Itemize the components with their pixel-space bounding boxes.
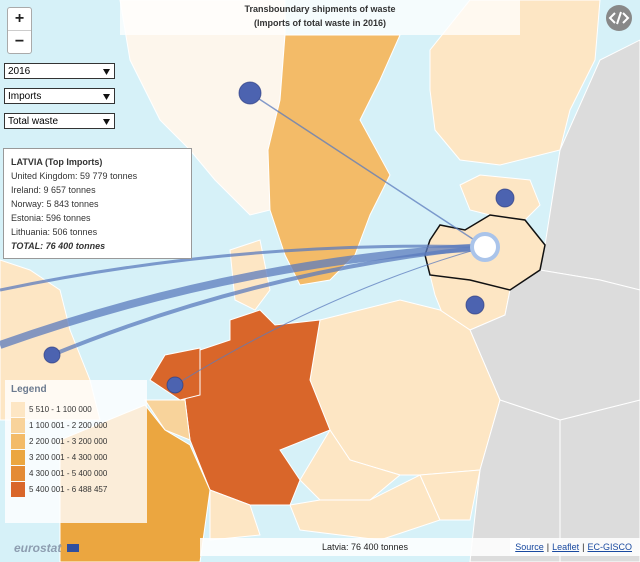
- footer: eurostat Latvia: 76 400 tonnes Source | Le…: [0, 538, 640, 556]
- title: Transboundary shipments of waste: [244, 4, 396, 14]
- legend-label: 1 100 001 - 2 200 000: [29, 420, 108, 430]
- legend-label: 3 200 001 - 4 300 000: [29, 452, 108, 462]
- legend-label: 5 400 001 - 6 488 457: [29, 484, 108, 494]
- info-row: Norway: 5 843 tonnes: [11, 199, 99, 209]
- link[interactable]: Leaflet: [552, 542, 580, 552]
- zoom-control: + −: [7, 7, 32, 54]
- legend-item: 1 100 001 - 2 200 000: [11, 417, 141, 433]
- switzerland: [209, 489, 261, 541]
- select-value: Imports: [8, 91, 42, 102]
- code-icon: [608, 11, 630, 25]
- separator: |: [546, 542, 550, 552]
- links: Source | Leaflet | EC-GISCO: [510, 538, 640, 556]
- info-row: Lithuania: 506 tonnes: [11, 227, 98, 237]
- info-title: LATVIA (Top Imports): [11, 157, 103, 167]
- legend-label: 4 300 001 - 5 400 000: [29, 468, 108, 478]
- legend-swatch: [11, 449, 25, 465]
- flow-norway: [249, 92, 486, 248]
- latvia-point[interactable]: [470, 232, 500, 262]
- select-value: 2016: [8, 66, 31, 77]
- link[interactable]: EC-GISCO: [587, 542, 632, 552]
- zoom-out[interactable]: −: [8, 30, 31, 53]
- flow-netherlands: [174, 246, 486, 386]
- flow-select[interactable]: Imports: [4, 88, 115, 104]
- info-rows: United Kingdom: 59 779 tonnes Ireland: 9 …: [11, 169, 184, 239]
- legend: Legend 5 510 - 1 100 000 1 100 001 - 2 20…: [5, 380, 147, 523]
- legend-swatch: [11, 417, 25, 433]
- waste-select[interactable]: Total waste: [4, 113, 115, 129]
- year-select[interactable]: 2016: [4, 63, 115, 79]
- flow-uk-point: [51, 245, 486, 357]
- info-row: Estonia: 596 tonnes: [11, 213, 91, 223]
- legend-title: Legend: [11, 384, 47, 395]
- legend-item: 3 200 001 - 4 300 000: [11, 449, 141, 465]
- finland: [429, 0, 601, 166]
- dropdown-arrow: [103, 94, 110, 100]
- legend-swatch: [11, 481, 25, 497]
- summary: Latvia: 76 400 tonnes: [200, 538, 530, 556]
- title-box: Transboundary shipments of waste (Import…: [120, 0, 520, 35]
- partner-point[interactable]: [238, 81, 262, 105]
- embed-button[interactable]: [606, 5, 632, 31]
- legend-items: 5 510 - 1 100 000 1 100 001 - 2 200 000 2 …: [11, 401, 141, 497]
- partner-point[interactable]: [465, 295, 485, 315]
- dropdown-arrow: [103, 119, 110, 125]
- info-panel: LATVIA (Top Imports) United Kingdom: 59 …: [3, 148, 192, 259]
- info-row: United Kingdom: 59 779 tonnes: [11, 171, 138, 181]
- eu-flag: [67, 544, 79, 552]
- slovakia: [419, 469, 481, 521]
- belarus: [469, 269, 640, 421]
- legend-item: 5 510 - 1 100 000: [11, 401, 141, 417]
- legend-item: 5 400 001 - 6 488 457: [11, 481, 141, 497]
- separator: |: [582, 542, 585, 552]
- flow-ireland: [0, 244, 486, 292]
- legend-swatch: [11, 465, 25, 481]
- select-value: Total waste: [8, 116, 59, 127]
- legend-label: 5 510 - 1 100 000: [29, 404, 92, 414]
- partner-point[interactable]: [166, 376, 184, 394]
- legend-item: 4 300 001 - 5 400 000: [11, 465, 141, 481]
- dropdown-arrow: [103, 69, 110, 75]
- flow-uk: [0, 243, 486, 349]
- link[interactable]: Source: [515, 542, 544, 552]
- zoom-in[interactable]: +: [14, 10, 25, 27]
- netherlands: [149, 347, 201, 401]
- partner-point[interactable]: [495, 188, 515, 208]
- logo: eurostat: [14, 541, 62, 555]
- partner-point[interactable]: [43, 346, 61, 364]
- subtitle: (Imports of total waste in 2016): [253, 18, 387, 28]
- info-row: Ireland: 9 657 tonnes: [11, 185, 96, 195]
- legend-swatch: [11, 433, 25, 449]
- belgium: [144, 399, 191, 441]
- info-total: TOTAL: 76 400 tonnes: [11, 241, 106, 251]
- legend-item: 2 200 001 - 3 200 000: [11, 433, 141, 449]
- legend-swatch: [11, 401, 25, 417]
- legend-label: 2 200 001 - 3 200 000: [29, 436, 108, 446]
